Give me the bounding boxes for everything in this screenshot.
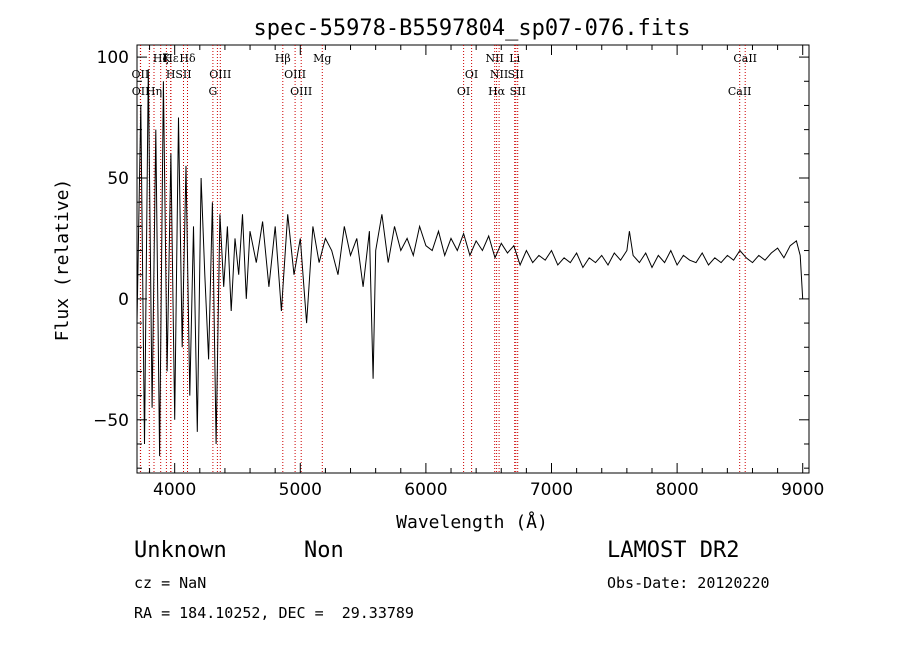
x-tick-label-4000: 4000 [153, 480, 196, 500]
line-label-15: NII [486, 52, 504, 65]
line-label-22: SII [510, 85, 526, 98]
line-label-11: Hβ [275, 52, 291, 65]
line-label-0: Hε [163, 52, 179, 65]
line-label-13: OIII [284, 68, 306, 81]
line-label-3: Hδ [179, 52, 196, 65]
plot-frame [136, 44, 810, 474]
x-tick-label-9000: 9000 [781, 480, 824, 500]
line-label-23: CaII [733, 52, 757, 65]
line-label-4: OII [132, 68, 150, 81]
spectrum-line [136, 69, 804, 457]
axis-ticks: 4000 5000 6000 7000 8000 9000 −50 0 50 100 [93, 45, 824, 500]
coordinates: RA = 184.10252, DEC = 29.33789 [134, 604, 414, 622]
x-tick-label-7000: 7000 [530, 480, 573, 500]
x-axis-label: Wavelength (Å) [396, 511, 548, 533]
chart-title: spec-55978-B5597804_sp07-076.fits [253, 16, 690, 41]
line-label-21: Hα [488, 85, 506, 98]
x-tick-label-6000: 6000 [404, 480, 447, 500]
y-tick-label--50: −50 [93, 411, 129, 431]
line-label-18: NII [490, 68, 508, 81]
redshift: cz = NaN [134, 574, 207, 592]
survey-name: LAMOST DR2 [607, 538, 740, 563]
line-label-10: G [209, 85, 218, 98]
line-label-6: SII [175, 68, 191, 81]
y-tick-label-100: 100 [97, 48, 129, 68]
y-axis-label: Flux (relative) [52, 179, 73, 342]
line-label-9: Hη [146, 85, 162, 98]
line-label-5: H [166, 68, 176, 81]
x-tick-label-8000: 8000 [655, 480, 698, 500]
obs-date: Obs-Date: 20120220 [607, 574, 770, 592]
object-class: Unknown [134, 538, 227, 563]
line-label-16: Li [509, 52, 520, 65]
line-label-17: OI [465, 68, 478, 81]
line-label-20: OI [457, 85, 470, 98]
line-label-19: SII [508, 68, 524, 81]
line-label-7: OIII [209, 68, 231, 81]
line-label-14: OIII [290, 85, 312, 98]
y-tick-label-0: 0 [118, 290, 129, 310]
line-label-1: Hζ [153, 52, 169, 65]
x-tick-label-5000: 5000 [279, 480, 322, 500]
line-label-2: K [162, 52, 171, 65]
line-label-8: OII [132, 85, 150, 98]
y-tick-label-50: 50 [107, 169, 129, 189]
line-label-24: CaII [728, 85, 752, 98]
emission-line-markers [139, 45, 746, 473]
object-subclass: Non [304, 538, 344, 563]
line-label-12: Mg [313, 52, 331, 65]
